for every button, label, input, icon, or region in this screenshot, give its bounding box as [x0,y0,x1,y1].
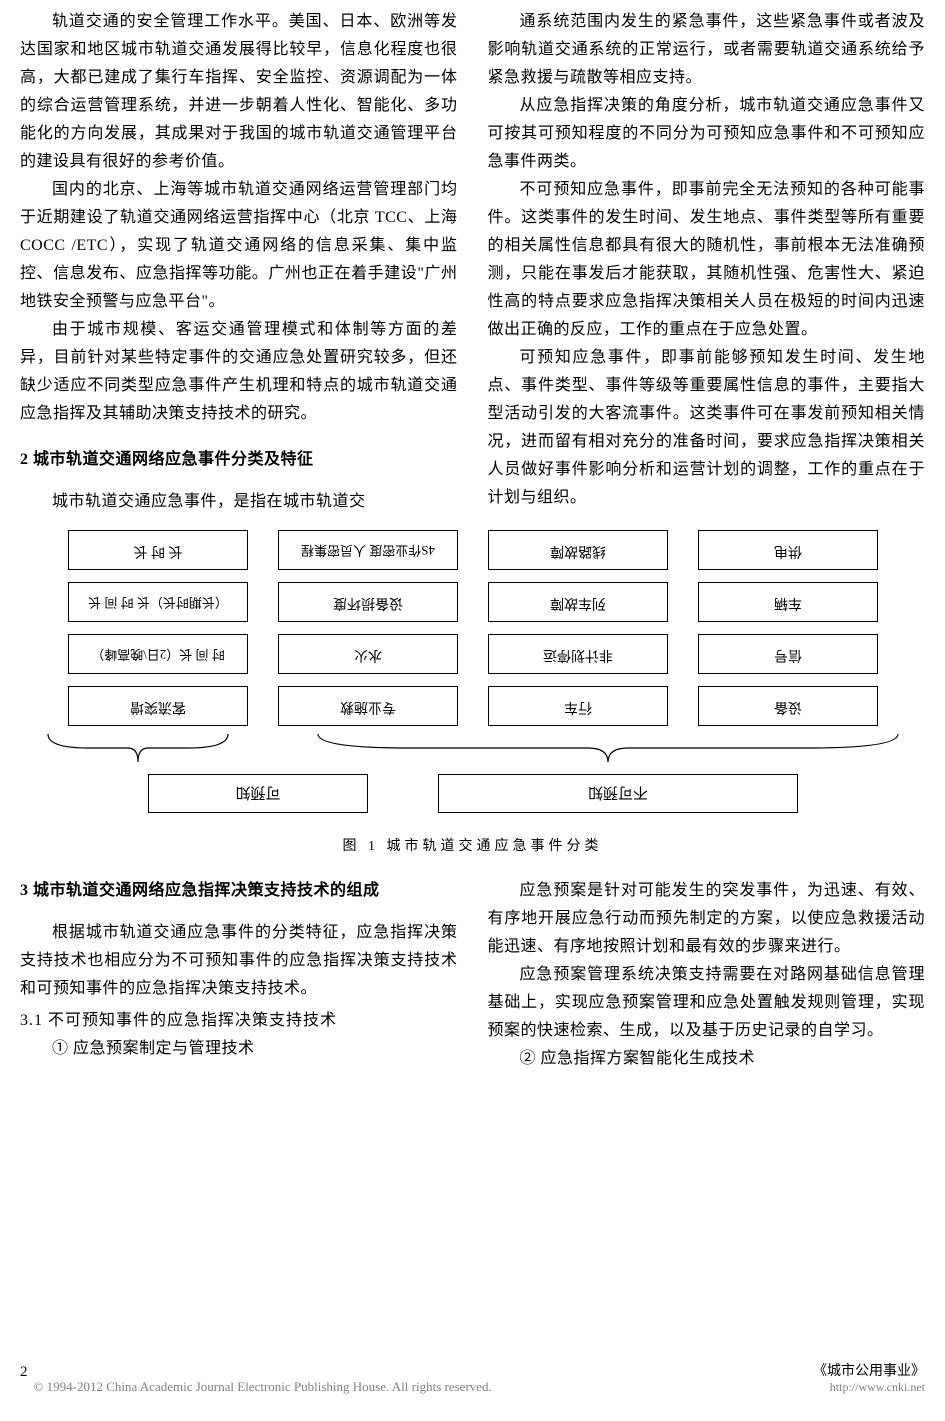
figure-cat-unpredictable: 不可预知 [438,774,798,813]
figure-1-wrap: 不可预知 可预知 设备 信号 车辆 供电 行车 非计划停运 列车故障 线路故障 [20,530,925,855]
footer-copyright: © 1994-2012 China Academic Journal Elect… [34,1379,492,1395]
right-column: 通系统范围内发生的紧急事件，这些紧急事件或者波及影响轨道交通系统的正常运行，或者… [488,8,926,516]
para: 可预知应急事件，即事前能够预知发生时间、发生地点、事件类型、事件等级等重要属性信… [488,344,926,512]
figure-grid: 设备 信号 车辆 供电 行车 非计划停运 列车故障 线路故障 专业施救 水火 设… [38,530,908,726]
section-heading-3: 3 城市轨道交通网络应急指挥决策支持技术的组成 [20,877,458,905]
figure-top-row: 不可预知 可预知 [38,774,908,813]
para: 城市轨道交通应急事件，是指在城市轨道交 [20,488,458,516]
figure-cell: 客流突增 [68,686,248,726]
figure-col: 行车 非计划停运 列车故障 线路故障 [488,530,668,726]
para: 应急预案是针对可能发生的突发事件，为迅速、有效、有序地开展应急行动而预先制定的方… [488,877,926,961]
para: 根据城市轨道交通应急事件的分类特征，应急指挥决策支持技术也相应分为不可预知事件的… [20,919,458,1003]
journal-name: 《城市公用事业》 [813,1360,925,1380]
page-number: 2 [20,1364,28,1381]
para: 通系统范围内发生的紧急事件，这些紧急事件或者波及影响轨道交通系统的正常运行，或者… [488,8,926,92]
list-item: ① 应急预案制定与管理技术 [20,1035,458,1063]
para: 轨道交通的安全管理工作水平。美国、日本、欧洲等发达国家和地区城市轨道交通发展得比… [20,8,458,176]
figure-cell: 线路故障 [488,530,668,570]
figure-cell: 4S作业密度 人员密集程 [278,530,458,570]
left-column: 轨道交通的安全管理工作水平。美国、日本、欧洲等发达国家和地区城市轨道交通发展得比… [20,8,458,516]
para: 从应急指挥决策的角度分析，城市轨道交通应急事件又可按其可预知程度的不同分为可预知… [488,92,926,176]
para: 由于城市规模、客运交通管理模式和体制等方面的差异，目前针对某些特定事件的交通应急… [20,316,458,428]
figure-1: 不可预知 可预知 设备 信号 车辆 供电 行车 非计划停运 列车故障 线路故障 [38,530,908,813]
figure-col: 客流突增 时 间 长（2日\晚高峰） （长期时长）长 时 间 长 长 时 长 [68,530,248,726]
para: 不可预知应急事件，即事前完全无法预知的各种可能事件。这类事件的发生时间、发生地点… [488,176,926,344]
brace-right-icon [38,732,238,768]
figure-cell: 时 间 长（2日\晚高峰） [68,634,248,674]
footer-url: http://www.cnki.net [813,1380,925,1395]
figure-cell: 信号 [698,634,878,674]
figure-cell: 设备 [698,686,878,726]
section-heading-2: 2 城市轨道交通网络应急事件分类及特征 [20,446,458,474]
figure-cell: 车辆 [698,582,878,622]
figure-cell: 长 时 长 [68,530,248,570]
figure-cell: 专业施救 [278,686,458,726]
figure-cell: 非计划停运 [488,634,668,674]
figure-cell: 水火 [278,634,458,674]
figure-col: 设备 信号 车辆 供电 [698,530,878,726]
footer-right: 《城市公用事业》 http://www.cnki.net [813,1360,925,1395]
brace-left-icon [308,732,908,768]
para: 国内的北京、上海等城市轨道交通网络运营管理部门均于近期建设了轨道交通网络运营指挥… [20,176,458,316]
top-columns: 轨道交通的安全管理工作水平。美国、日本、欧洲等发达国家和地区城市轨道交通发展得比… [20,0,925,516]
para: 应急预案管理系统决策支持需要在对路网基础信息管理基础上，实现应急预案管理和应急处… [488,961,926,1045]
figure-cell: 行车 [488,686,668,726]
list-item: ② 应急指挥方案智能化生成技术 [488,1045,926,1073]
bottom-columns: 3 城市轨道交通网络应急指挥决策支持技术的组成 根据城市轨道交通应急事件的分类特… [20,869,925,1073]
page-footer: 2 © 1994-2012 China Academic Journal Ele… [20,1360,925,1395]
figure-col: 专业施救 水火 设备损坏度 4S作业密度 人员密集程 [278,530,458,726]
figure-cell: 列车故障 [488,582,668,622]
footer-left: 2 © 1994-2012 China Academic Journal Ele… [20,1378,492,1395]
figure-cell: （长期时长）长 时 间 长 [68,582,248,622]
right-column-bottom: 应急预案是针对可能发生的突发事件，为迅速、有效、有序地开展应急行动而预先制定的方… [488,877,926,1073]
figure-brace-row [38,732,908,768]
figure-cell: 设备损坏度 [278,582,458,622]
left-column-bottom: 3 城市轨道交通网络应急指挥决策支持技术的组成 根据城市轨道交通应急事件的分类特… [20,877,458,1073]
figure-1-caption: 图 1 城市轨道交通应急事件分类 [20,835,925,855]
figure-cat-predictable: 可预知 [148,774,368,813]
figure-cell: 供电 [698,530,878,570]
subsection-heading-3-1: 3.1 不可预知事件的应急指挥决策支持技术 [20,1007,458,1035]
